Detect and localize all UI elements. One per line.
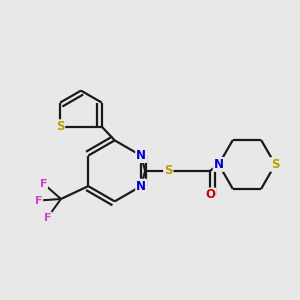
Text: N: N bbox=[136, 180, 146, 193]
Text: F: F bbox=[35, 196, 42, 206]
Text: F: F bbox=[40, 178, 47, 189]
Text: S: S bbox=[164, 164, 172, 177]
Text: F: F bbox=[44, 213, 51, 223]
Text: O: O bbox=[205, 188, 215, 202]
Text: S: S bbox=[56, 120, 64, 133]
Text: N: N bbox=[214, 158, 224, 171]
Text: S: S bbox=[271, 158, 280, 171]
Text: N: N bbox=[136, 149, 146, 162]
